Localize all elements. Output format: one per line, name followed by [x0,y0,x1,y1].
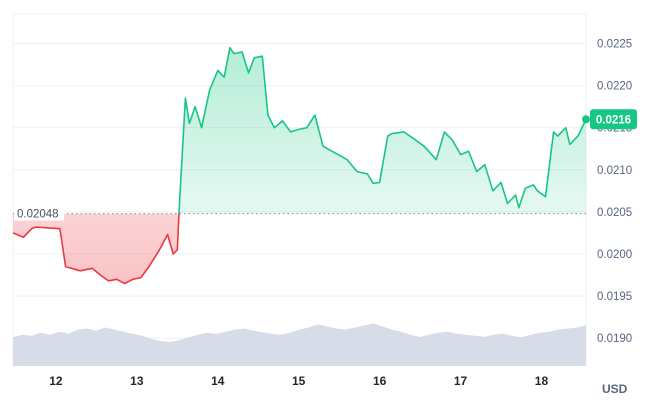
x-tick-label: 13 [130,374,144,388]
x-tick-label: 18 [535,374,549,388]
x-tick-label: 17 [454,374,468,388]
x-tick-label: 12 [49,374,63,388]
y-tick-label: 0.0205 [597,207,632,219]
y-tick-label: 0.0220 [597,81,632,93]
open-price-label: 0.02048 [17,209,59,221]
y-tick-label: 0.0190 [597,333,632,345]
last-price-badge [590,109,637,130]
x-tick-label: 16 [373,374,387,388]
last-price-dot [582,115,590,124]
open-price-label-bg [14,206,64,221]
x-tick-label: 14 [211,374,225,388]
y-tick-label: 0.0225 [597,38,632,50]
volume-bars [13,323,586,366]
y-tick-label: 0.0210 [597,165,632,177]
price-areas [13,47,586,284]
x-tick-label: 15 [292,374,306,388]
y-tick-label: 0.0200 [597,249,632,261]
price-area-down [13,213,586,284]
y-tick-label: 0.0195 [597,291,632,303]
price-line-down [13,213,180,285]
last-price-label: 0.0216 [596,114,631,126]
price-line-up [178,46,586,214]
x-axis: 12 13 14 15 16 17 18 [49,374,548,388]
volume-area [13,323,586,366]
currency-unit: USD [602,382,628,396]
price-lines [13,46,586,285]
y-axis: 0.02250.02200.02150.02100.02050.02000.01… [597,38,632,345]
price-area-up [179,47,586,214]
